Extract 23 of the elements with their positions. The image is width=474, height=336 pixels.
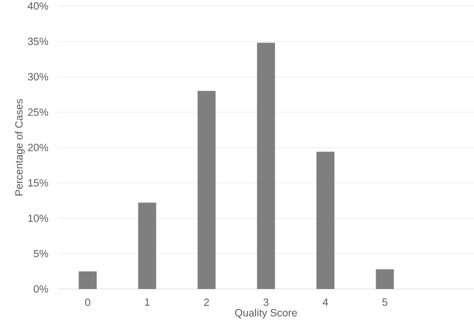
bar xyxy=(316,152,334,289)
x-tick-label: 5 xyxy=(382,298,388,306)
y-tick-label: 20% xyxy=(28,144,48,152)
x-tick-label: 3 xyxy=(263,298,268,306)
x-axis-title: Quality Score xyxy=(235,308,297,319)
bar xyxy=(78,271,97,289)
y-tick-label: 40% xyxy=(28,2,48,10)
x-tick-label: 0 xyxy=(85,298,90,306)
y-tick-label: 35% xyxy=(28,38,48,46)
bar xyxy=(138,202,156,289)
y-tick-label: 0% xyxy=(34,285,48,293)
y-tick-label: 15% xyxy=(28,179,48,187)
y-axis-title: Percentage of Cases xyxy=(14,99,25,196)
y-tick-label: 10% xyxy=(28,214,48,222)
y-tick-label: 25% xyxy=(28,108,48,116)
y-tick-label: 5% xyxy=(34,250,48,258)
x-tick-label: 2 xyxy=(204,298,209,306)
y-tick-label: 30% xyxy=(28,73,48,80)
x-tick-label: 4 xyxy=(322,298,328,306)
bar xyxy=(257,42,275,289)
bar xyxy=(376,269,394,289)
bar xyxy=(198,90,216,289)
x-tick-label: 1 xyxy=(145,298,150,306)
